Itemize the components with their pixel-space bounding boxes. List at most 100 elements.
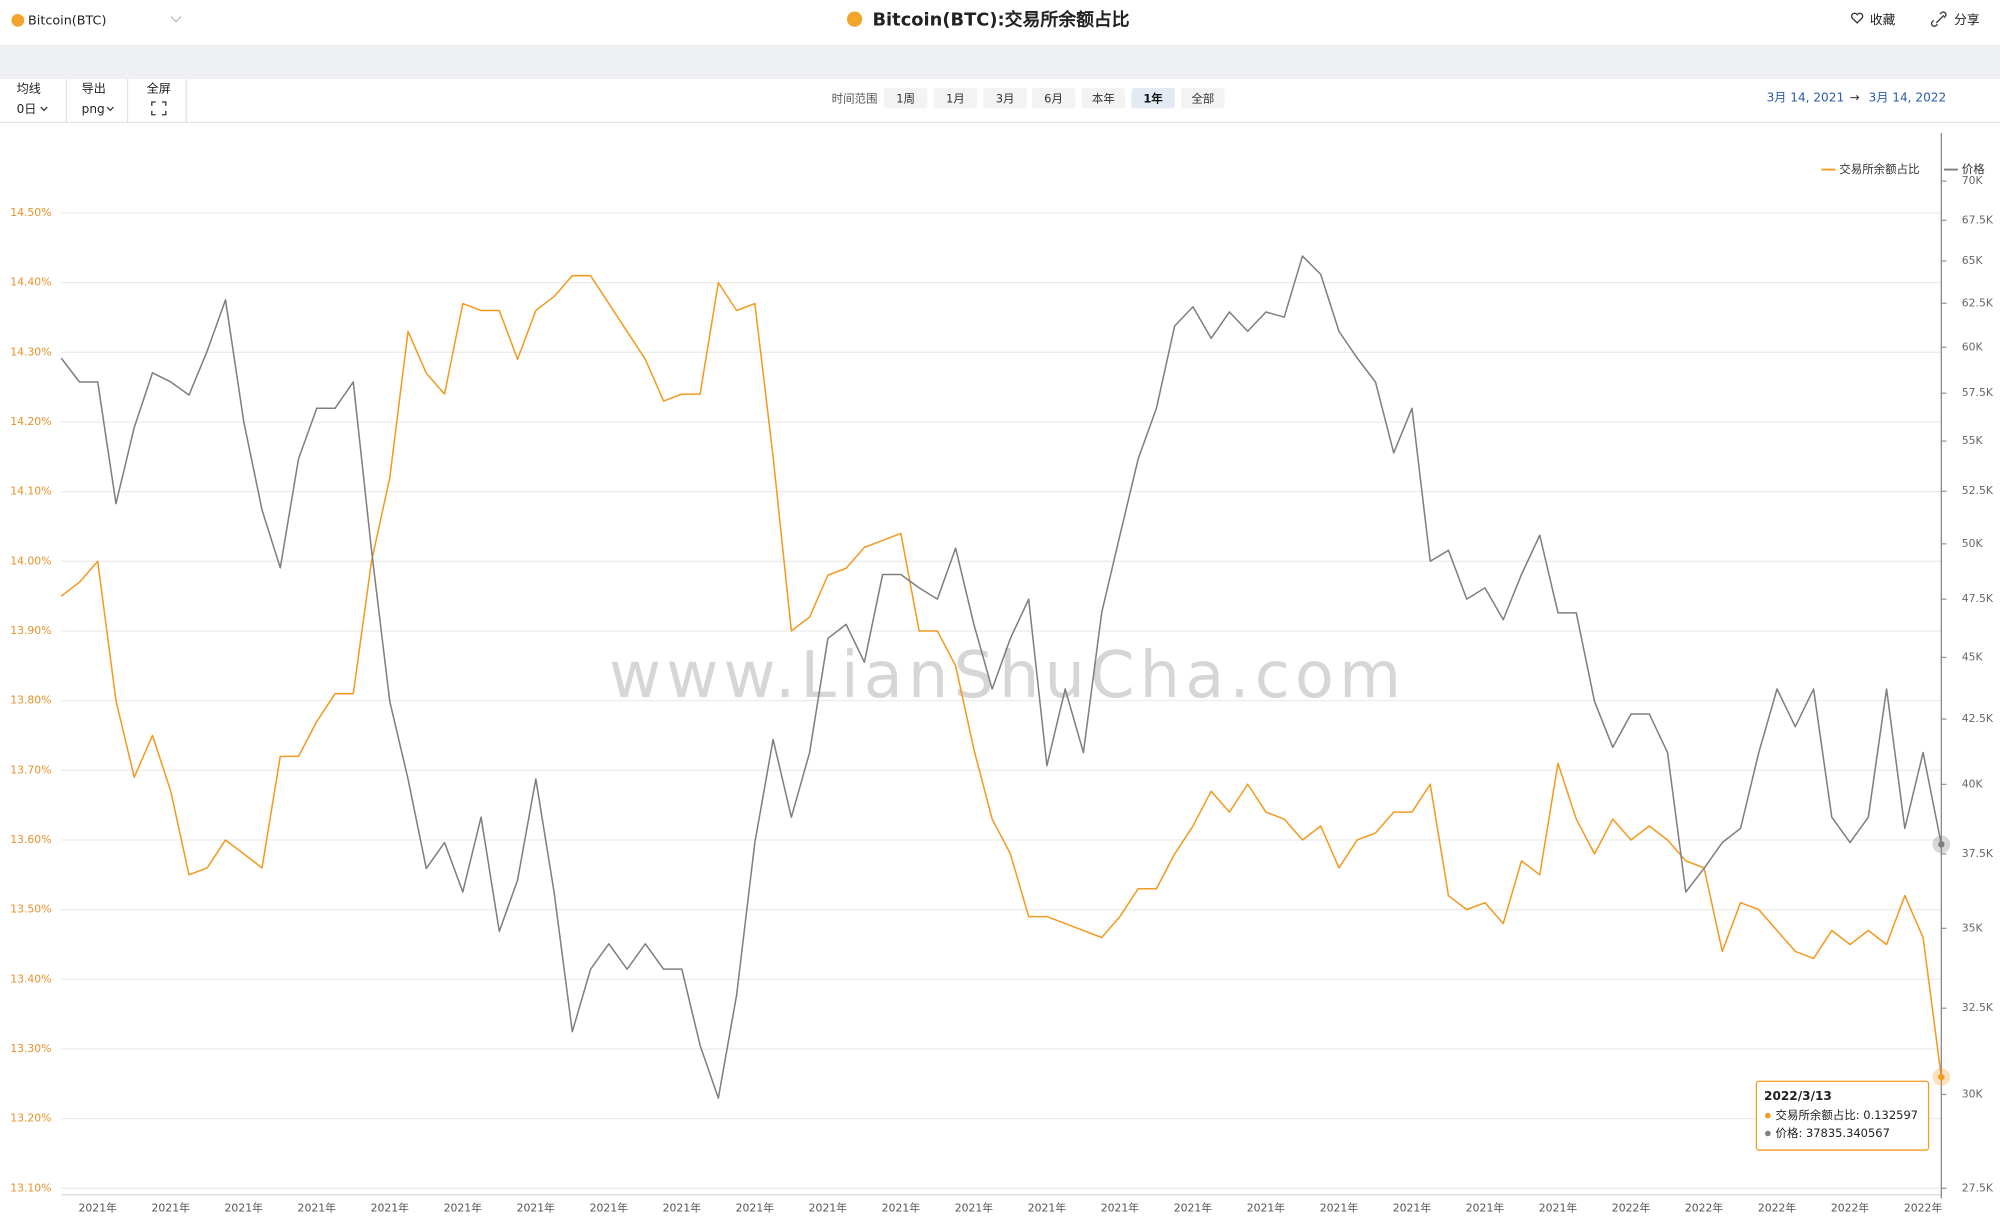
export-chevron[interactable] — [106, 106, 114, 112]
x-tick-label: 2021年 — [517, 1201, 556, 1215]
y-tick-label: 14.00% — [10, 554, 51, 567]
favorite-icon[interactable] — [1850, 12, 1864, 24]
x-tick-label: 2021年 — [736, 1201, 775, 1215]
spacer-band — [0, 47, 2000, 80]
toolbar: 均线 0日 导出 png 全屏 时间范围 3月 14, 2021 → 3月 14… — [0, 79, 2000, 124]
range-button[interactable] — [883, 87, 928, 109]
tooltip-dot — [1765, 1130, 1771, 1137]
y2-tick-label: 65K — [1962, 254, 1984, 267]
range-button-label[interactable]: 1月 — [946, 91, 965, 105]
y2-tick-label: 57.5K — [1962, 386, 1994, 399]
y-tick-label: 14.20% — [10, 415, 51, 428]
x-tick-label: 2021年 — [1174, 1201, 1213, 1215]
fullscreen-icon[interactable] — [151, 101, 167, 116]
x-tick-label: 2021年 — [79, 1201, 118, 1215]
y2-tick-label: 35K — [1962, 921, 1984, 934]
x-tick-label: 2021年 — [1028, 1201, 1067, 1215]
x-tick-label: 2021年 — [1247, 1201, 1286, 1215]
x-tick-label: 2021年 — [1393, 1201, 1432, 1215]
y-tick-label: 13.50% — [10, 903, 51, 916]
y-tick-label: 13.30% — [10, 1042, 51, 1055]
watermark: www.LianShuCha.com — [609, 639, 1406, 713]
x-tick-label: 2021年 — [882, 1201, 921, 1215]
title: Bitcoin(BTC):交易所余额占比 — [872, 8, 1129, 30]
x-tick-label: 2021年 — [1466, 1201, 1505, 1215]
range-button-label[interactable]: 1年 — [1143, 91, 1163, 105]
x-tick-label: 2022年 — [1904, 1201, 1943, 1215]
y-tick-label: 14.40% — [10, 276, 51, 289]
y2-tick-label: 42.5K — [1962, 712, 1994, 725]
y2-tick-label: 30K — [1962, 1088, 1984, 1101]
x-tick-label: 2022年 — [1758, 1201, 1797, 1215]
tooltip-dot — [1765, 1112, 1771, 1119]
y2-tick-label: 67.5K — [1962, 213, 1994, 226]
chart: 13.10% 13.20% 13.30% 13.40% 13.50% 13.60% 13.7… — [10, 133, 1994, 1215]
date-to[interactable]: 3月 14, 2022 — [1869, 91, 1947, 105]
y2-tick-label: 47.5K — [1962, 592, 1994, 605]
share[interactable]: 分享 — [1954, 12, 1980, 28]
x-tick-label: 2022年 — [1831, 1201, 1870, 1215]
x-tick-label: 2021年 — [298, 1201, 337, 1215]
export-value[interactable]: png — [82, 102, 105, 116]
asset-select[interactable]: Bitcoin(BTC) — [28, 14, 106, 29]
range-button[interactable] — [983, 87, 1027, 109]
tooltip-line: 交易所余额占比: 0.132597 — [1776, 1108, 1919, 1122]
y-tick-label: 14.50% — [10, 206, 51, 219]
y2-tick-label: 50K — [1962, 537, 1984, 550]
y-tick-label: 14.30% — [10, 345, 51, 358]
y2-tick-label: 55K — [1962, 434, 1984, 447]
y2-tick-label: 27.5K — [1962, 1181, 1994, 1194]
x-tick-label: 2021年 — [371, 1201, 410, 1215]
asset-icon — [11, 14, 25, 27]
range-button-label[interactable]: 6月 — [1044, 91, 1063, 105]
x-tick-label: 2021年 — [444, 1201, 483, 1215]
range-button-label[interactable]: 3月 — [996, 91, 1015, 105]
x-tick-label: 2021年 — [225, 1201, 264, 1215]
x-tick-label: 2021年 — [1320, 1201, 1359, 1215]
y2-tick-label: 45K — [1962, 650, 1984, 663]
x-tick-label: 2021年 — [590, 1201, 629, 1215]
x-tick-label: 2022年 — [1685, 1201, 1724, 1215]
x-tick-label: 2021年 — [1101, 1201, 1140, 1215]
range-button[interactable] — [1181, 87, 1225, 109]
range-button[interactable] — [1081, 87, 1125, 109]
x-tick-label: 2022年 — [1612, 1201, 1651, 1215]
y-tick-label: 13.80% — [10, 694, 51, 707]
y-tick-label: 13.20% — [10, 1112, 51, 1125]
ma-value[interactable]: 0日 — [17, 102, 37, 116]
fullscreen-label: 全屏 — [147, 81, 171, 96]
tooltip-box — [1755, 1080, 1930, 1151]
x-tick-label: 2021年 — [955, 1201, 994, 1215]
y-tick-label: 13.70% — [10, 763, 51, 776]
share-icon[interactable] — [1930, 11, 1947, 27]
y2-tick-label: 52.5K — [1962, 484, 1994, 497]
y2-tick-label: 37.5K — [1962, 847, 1994, 860]
date-from[interactable]: 3月 14, 2021 — [1767, 91, 1845, 105]
legend-label: 交易所余额占比 — [1839, 162, 1919, 176]
legend-label: 价格 — [1962, 162, 1985, 176]
range-button[interactable] — [1031, 87, 1076, 109]
series-line — [60, 255, 1943, 1099]
favorite[interactable]: 收藏 — [1870, 13, 1896, 28]
y-tick-label: 13.60% — [10, 833, 51, 846]
y-tick-label: 13.10% — [10, 1181, 51, 1194]
tooltip-line: 价格: 37835.340567 — [1776, 1126, 1890, 1140]
title-icon — [846, 11, 863, 27]
y2-tick-label: 32.5K — [1962, 1001, 1994, 1014]
range-button-label[interactable]: 1周 — [896, 91, 915, 105]
range-button-label[interactable]: 全部 — [1191, 91, 1214, 105]
range-button-label[interactable]: 本年 — [1092, 91, 1115, 105]
y-tick-label: 13.40% — [10, 972, 51, 985]
range-button[interactable] — [933, 87, 978, 109]
y2-tick-label: 62.5K — [1962, 296, 1994, 309]
y2-tick-label: 70K — [1962, 174, 1984, 187]
asset-chevron[interactable] — [170, 16, 182, 23]
y-tick-label: 14.10% — [10, 485, 51, 498]
y2-tick-label: 60K — [1962, 340, 1984, 353]
ma-chevron[interactable] — [40, 106, 48, 112]
range-button[interactable] — [1131, 87, 1175, 109]
y2-tick-label: 40K — [1962, 777, 1984, 790]
date-arrow: → — [1849, 91, 1859, 105]
ma-label: 均线 — [17, 82, 41, 96]
